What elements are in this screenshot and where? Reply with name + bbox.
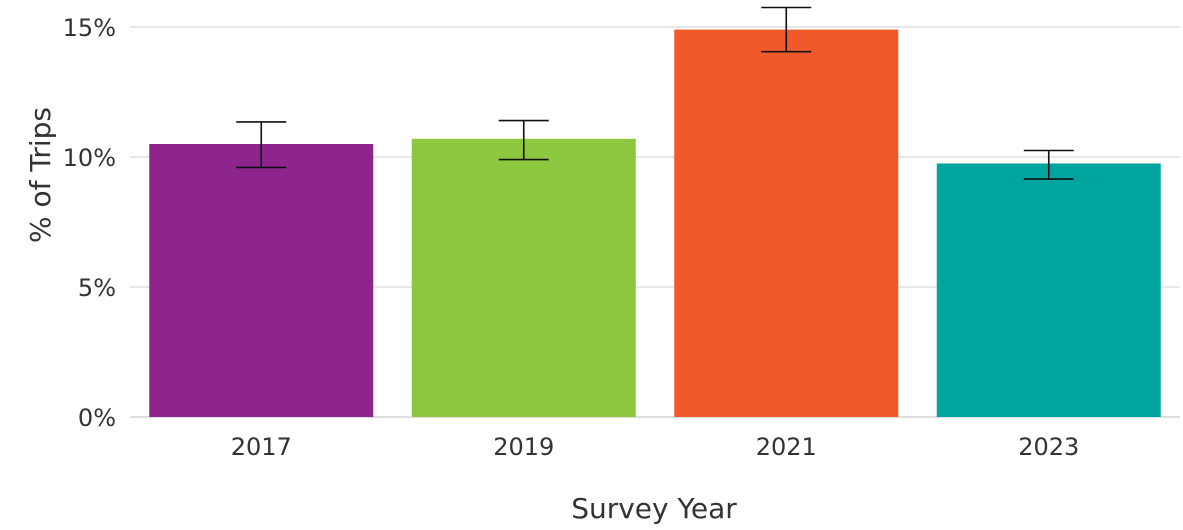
- x-tick-label: 2021: [756, 433, 817, 461]
- y-tick-label: 0%: [78, 404, 116, 432]
- y-tick-label: 15%: [63, 14, 116, 42]
- y-axis-title: % of Trips: [24, 107, 57, 243]
- x-axis-title: Survey Year: [571, 492, 737, 525]
- y-tick-label: 5%: [78, 274, 116, 302]
- x-tick-labels: 2017 2019 2021 2023: [231, 433, 1080, 461]
- bars: [149, 29, 1161, 418]
- x-tick-label: 2019: [493, 433, 554, 461]
- y-tick-label: 10%: [63, 144, 116, 172]
- x-tick-label: 2017: [231, 433, 292, 461]
- bar-2017: [149, 144, 374, 417]
- y-tick-labels: 0% 5% 10% 15%: [63, 14, 116, 432]
- bar-2023: [936, 163, 1161, 417]
- bar-2019: [411, 138, 636, 418]
- bar-2021: [674, 29, 899, 417]
- error-bars: [236, 6, 1074, 180]
- x-tick-label: 2023: [1018, 433, 1079, 461]
